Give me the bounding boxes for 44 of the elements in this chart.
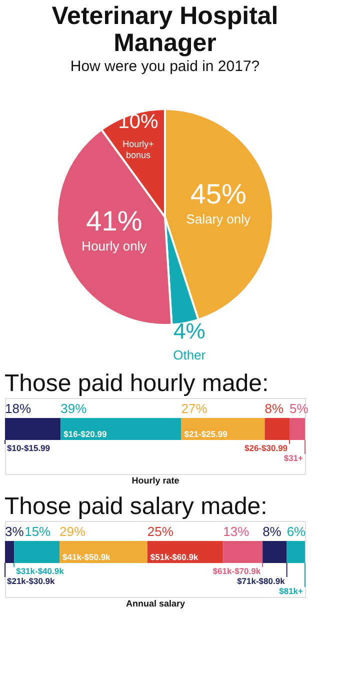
data-label: 4% <box>173 318 206 344</box>
data-label: 45% <box>190 178 246 210</box>
legend-label: $10-$15.99 <box>7 443 50 453</box>
data-label: 5% <box>290 401 309 416</box>
data-label: 3% <box>5 524 24 539</box>
bar <box>264 418 290 440</box>
text: $81k+ <box>279 586 304 596</box>
data-label: 27% <box>181 401 208 416</box>
data-label: 29% <box>60 524 86 539</box>
legend-label: $26-$30.99 <box>244 443 288 453</box>
bar <box>223 541 263 563</box>
slice-label: Hourly only <box>82 238 148 254</box>
data-label: 13% <box>223 524 250 539</box>
bar <box>5 418 61 440</box>
data-label: 15% <box>24 524 52 539</box>
data-label: 6% <box>286 524 306 539</box>
slice-label: Salary only <box>186 212 251 227</box>
data-label: 25% <box>147 524 174 539</box>
x-axis-title: Annual salary <box>126 598 186 608</box>
bar <box>60 418 182 440</box>
series-label: $16-$20.99 <box>64 429 107 439</box>
data-label: 39% <box>60 401 88 416</box>
chart-title: Those paid salary made: <box>4 493 268 520</box>
bar <box>181 418 265 440</box>
legend-label: $21k-$30.9k <box>7 576 56 586</box>
legend-label: $31+ <box>284 453 304 463</box>
bar <box>14 541 60 563</box>
chart-title: Veterinary Hospital Manager <box>52 2 278 57</box>
slice-label: Hourly+ bonus <box>122 138 154 160</box>
chart-subtitle: How were you paid in 2017? <box>70 58 260 75</box>
bar <box>60 541 148 563</box>
data-label: 41% <box>86 205 142 236</box>
slice-label: Other <box>173 348 206 363</box>
chart-title: Those paid hourly made: <box>4 370 269 397</box>
x-axis-title: Hourly rate <box>132 476 180 486</box>
data-label: 8% <box>262 524 282 539</box>
legend-label: $71k-$80.9k <box>237 576 286 586</box>
legend-label: $31k-$40.9k <box>16 566 64 576</box>
data-label: 18% <box>5 401 32 416</box>
data-label: 8% <box>264 401 284 416</box>
series-label: $41k-$50.9k <box>62 552 111 562</box>
series-label: $51k-$60.9k <box>150 552 198 562</box>
legend-label: $61k-$70.9k <box>212 566 261 576</box>
series-label: $21-$25.99 <box>184 429 228 439</box>
